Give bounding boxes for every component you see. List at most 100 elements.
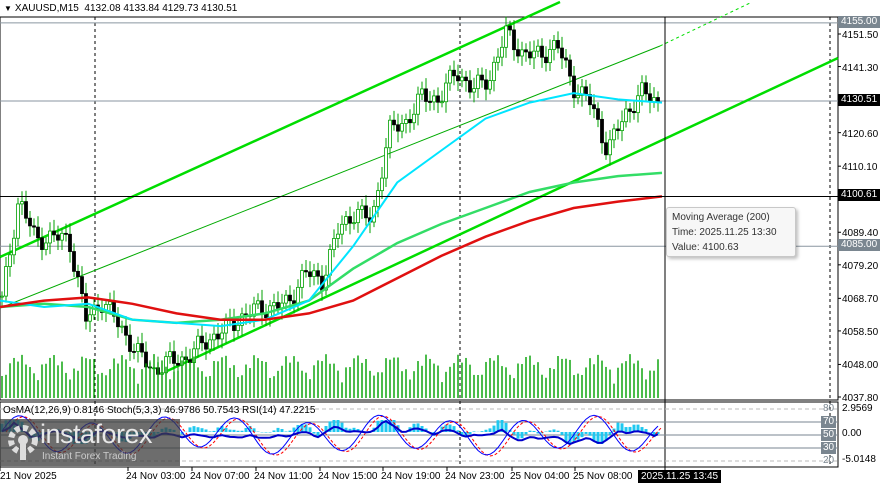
ohlc-values: 4132.08 4133.84 4129.73 4130.51 [84, 3, 238, 14]
y-tick-label: 4110.10 [842, 162, 878, 174]
y-tick-label: 4151.50 [842, 30, 879, 41]
candle [400, 123, 404, 132]
dropdown-arrow-icon[interactable]: ▼ [4, 4, 12, 13]
y-tick-label: 4058.50 [842, 326, 879, 338]
candle [208, 339, 212, 350]
candle [544, 56, 548, 64]
candle [44, 242, 48, 250]
candle [484, 79, 488, 90]
candle [564, 57, 568, 61]
candle [352, 222, 356, 225]
cursor-time-tag: 2025.11.25 13:45 [638, 470, 722, 483]
candle [468, 80, 472, 93]
candle [596, 108, 600, 120]
ma-200-line [0, 195, 663, 321]
candle [384, 147, 388, 179]
candle [380, 177, 384, 192]
candle [608, 139, 612, 156]
price-tag: 4130.51 [838, 94, 881, 106]
x-tick-label: 24 Nov 07:00 [190, 471, 250, 482]
candle [256, 300, 260, 305]
candle [444, 82, 448, 103]
candle [432, 95, 436, 103]
x-tick-label: 24 Nov 11:00 [254, 471, 313, 482]
candle [8, 254, 12, 267]
candle [236, 324, 240, 331]
candle [172, 351, 176, 364]
x-tick-label: 24 Nov 03:00 [126, 471, 186, 482]
candle [496, 56, 500, 63]
watermark-name: instaforex [40, 419, 153, 449]
candle [524, 49, 528, 53]
ma-tooltip: Moving Average (200) Time: 2025.11.25 13… [666, 207, 796, 257]
tooltip-time: Time: 2025.11.25 13:30 [672, 227, 777, 238]
candle [132, 351, 136, 353]
candle [200, 335, 204, 344]
x-tick-label: 25 Nov 08:00 [573, 471, 633, 482]
candle [308, 271, 312, 277]
candle [460, 76, 464, 82]
candle [40, 237, 44, 250]
candle [476, 74, 480, 89]
candle [48, 230, 52, 244]
candle [440, 101, 444, 104]
candle [76, 270, 80, 278]
candle [540, 45, 544, 58]
candle [640, 82, 644, 97]
candle [340, 223, 344, 235]
x-tick-label: 24 Nov 23:00 [445, 471, 505, 482]
candle [332, 238, 336, 250]
candle [560, 47, 564, 59]
candle [212, 333, 216, 341]
candle [576, 95, 580, 99]
candle [528, 51, 532, 59]
x-tick-label: 25 Nov 04:00 [510, 471, 570, 482]
level-30: 30 [821, 442, 837, 454]
candle [24, 201, 28, 219]
symbol-label: XAUUSD,M15 [14, 3, 79, 14]
candle [592, 104, 596, 110]
y-tick-label: 4068.70 [842, 294, 879, 306]
candle [88, 314, 92, 322]
candle [128, 334, 132, 352]
candle [604, 142, 608, 156]
y-tick-label: 4089.40 [842, 228, 879, 240]
level-20: 20 [823, 455, 835, 466]
candle [260, 300, 264, 315]
level-80: 80 [823, 403, 835, 414]
y-tick-label: 4037.80 [842, 393, 879, 404]
candle [408, 119, 412, 124]
candle [60, 232, 64, 241]
price-tag: 4155.00 [838, 15, 881, 28]
candle [552, 40, 556, 50]
candle [388, 119, 392, 149]
x-tick-label: 21 Nov 2025 [0, 471, 57, 482]
candle [636, 95, 640, 114]
candle [424, 88, 428, 102]
x-tick-label: 24 Nov 15:00 [318, 471, 378, 482]
candle [20, 201, 24, 205]
candle [436, 95, 440, 103]
candle [568, 59, 572, 77]
indicator-axis-min: -5.0148 [842, 454, 876, 465]
candle [196, 335, 200, 350]
candle [448, 69, 452, 84]
candle [80, 276, 84, 295]
candle [632, 111, 636, 114]
candle [272, 302, 276, 307]
candle [508, 25, 512, 31]
watermark: instaforex Instant Forex Trading [0, 419, 180, 466]
level-50: 50 [821, 429, 837, 441]
candle [296, 286, 300, 305]
candle [416, 93, 420, 115]
candle [456, 75, 460, 82]
candle [284, 294, 288, 304]
candle [500, 46, 504, 58]
candle [136, 343, 140, 352]
candle [64, 232, 68, 235]
channel-lower-line [164, 56, 839, 374]
y-tick-label: 4048.00 [842, 360, 879, 372]
candle [56, 234, 60, 241]
candle [556, 40, 560, 49]
candle [620, 121, 624, 132]
